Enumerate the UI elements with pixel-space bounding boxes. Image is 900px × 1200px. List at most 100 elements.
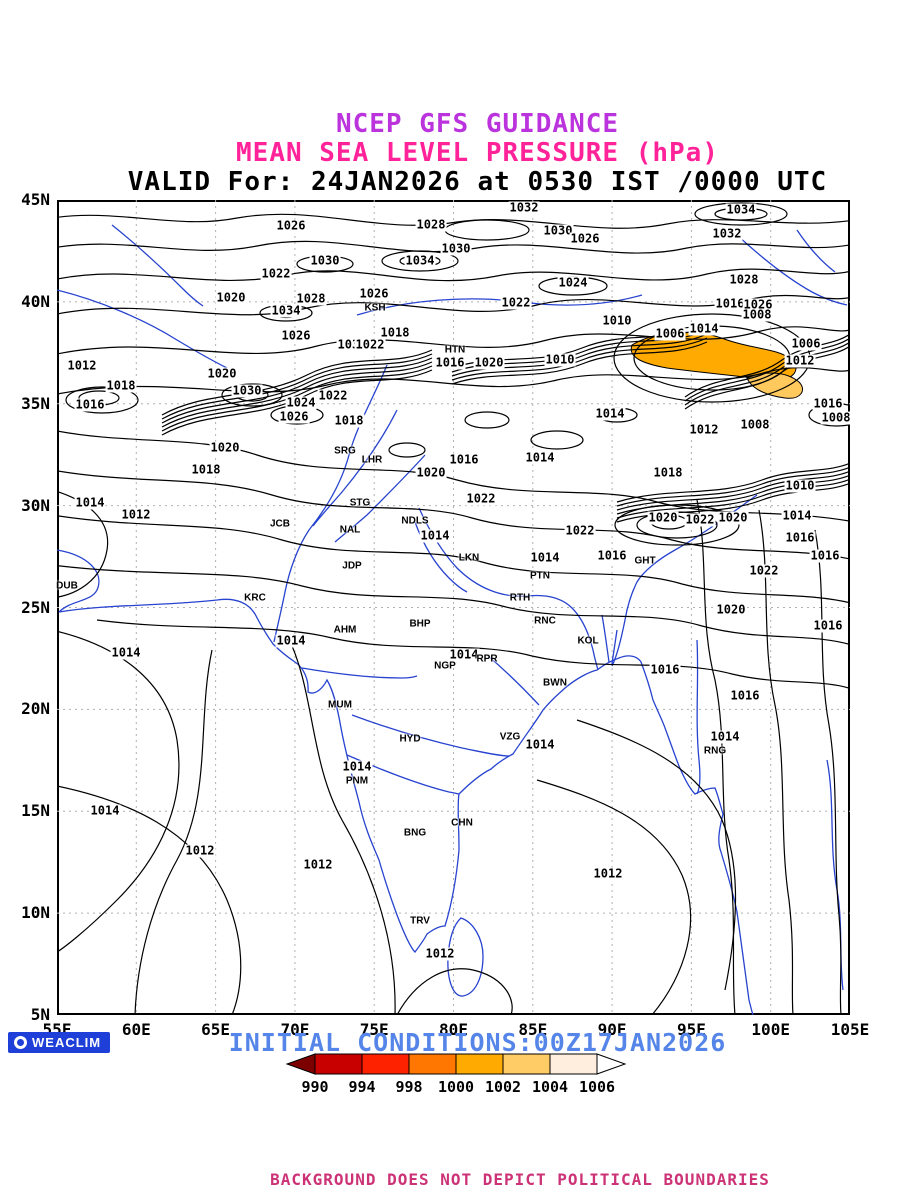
isobar [388, 442, 426, 458]
lat-label: 10N [21, 903, 50, 923]
contour-label: 1016 [596, 548, 628, 563]
contour-label: 1012 [424, 946, 456, 961]
colorbar-value: 994 [348, 1078, 375, 1096]
contour-label: 1020 [473, 355, 505, 370]
station-label: SRG [334, 445, 356, 457]
isobar [57, 430, 850, 522]
lat-label: 40N [21, 291, 50, 311]
colorbar-left-arrow [285, 1053, 316, 1075]
colorbar-segment [502, 1053, 551, 1075]
contour-label: 1012 [66, 358, 98, 373]
contour-label: 1014 [448, 647, 480, 662]
lat-label: 20N [21, 699, 50, 719]
isobar [57, 630, 180, 953]
contour-label: 1018 [379, 325, 411, 340]
sri-lanka-coast [447, 917, 484, 997]
contour-label: 1034 [725, 202, 757, 217]
isobar [614, 504, 740, 546]
contour-label: 1014 [594, 406, 626, 421]
weaclim-icon [14, 1036, 27, 1049]
lon-label: 70E [280, 1020, 310, 1039]
contour-label: 1014 [341, 759, 373, 774]
contour-label: 1026 [278, 409, 310, 424]
isobar [96, 619, 850, 690]
colorbar-segment [361, 1053, 410, 1075]
contour-labels-overlay: 1026 1028 1032 1030 1034 1030 1022 1034 1030 1026… [57, 200, 852, 1015]
station-label: RNG [703, 745, 727, 757]
contour-label: 1010 [601, 313, 633, 328]
station-labels-overlay: KSH HTN SRG LHR STG JCB NAL NDLS JDP LKN PTN GHT DUB… [56, 200, 850, 1015]
contour-label: 1014 [110, 645, 142, 660]
isobar [57, 470, 850, 560]
contour-label: 1010 [784, 478, 816, 493]
colorbar-value: 998 [395, 1078, 422, 1096]
isobar [57, 268, 850, 282]
contour-label: 1028 [415, 217, 447, 232]
station-label: RPR [476, 653, 498, 665]
lon-label: 60E [121, 1020, 151, 1039]
isobar [536, 779, 692, 1015]
contour-label: 1030 [542, 223, 574, 238]
station-label: DUB [56, 580, 78, 592]
station-label: AHM [333, 624, 357, 636]
colorbar-right-arrow [596, 1053, 627, 1075]
contour-label: 1010 [544, 352, 576, 367]
contour-label: 1016 [784, 530, 816, 545]
station-label: JDP [342, 560, 362, 572]
contour-label: 1026 [280, 328, 312, 343]
isobar [65, 386, 139, 414]
disclaimer-text: BACKGROUND DOES NOT DEPICT POLITICAL BOU… [270, 1170, 770, 1189]
colorbar: 990 994 998 1000 1002 1004 1006 [285, 1052, 645, 1100]
station-label: NAL [339, 524, 361, 536]
contour-label: 1014 [524, 450, 556, 465]
pressure-map: 1026 1028 1032 1030 1034 1030 1022 1034 1030 1026… [56, 200, 852, 1015]
isobar [381, 250, 459, 272]
contour-label: 1014 [529, 550, 561, 565]
isobar [396, 968, 513, 1015]
contour-label: 1034 [270, 303, 302, 318]
contour-label: 1020 [715, 602, 747, 617]
contour-label: 1012 [120, 507, 152, 522]
contour-label: 1008 [741, 307, 773, 322]
isobar [57, 213, 850, 229]
isobar [57, 515, 850, 604]
isobar [57, 294, 850, 316]
lon-label: 100E [751, 1020, 790, 1039]
contour-label: 1016 [812, 618, 844, 633]
contour-label: 1016 [729, 688, 761, 703]
coastline [57, 549, 754, 1015]
contour-label: 1018 [652, 465, 684, 480]
colorbar-value: 1004 [532, 1078, 568, 1096]
colorbar-segment [549, 1053, 598, 1075]
isobar [530, 430, 584, 450]
station-label: BNG [403, 827, 427, 839]
contour-label: 1020 [647, 510, 679, 525]
station-label: CHN [451, 817, 473, 829]
station-label: VZG [499, 731, 521, 743]
initial-conditions-text: INITIAL CONDITIONS:00Z17JAN2026 [228, 1028, 727, 1057]
contour-label: 1012 [592, 866, 624, 881]
station-label: NGP [434, 660, 456, 672]
contour-label: 1016 [812, 396, 844, 411]
contour-label: 1028 [295, 291, 327, 306]
contour-label: 1026 [569, 231, 601, 246]
colorbar-value: 990 [301, 1078, 328, 1096]
isobar [221, 383, 283, 407]
station-label: RTH [509, 592, 531, 604]
weaclim-logo: WEACLIM [8, 1032, 111, 1053]
contour-label: 1032 [508, 200, 540, 215]
station-label: BWN [543, 677, 567, 689]
contour-label: 1020 [215, 290, 247, 305]
colorbar-canvas: 990 994 998 1000 1002 1004 1006 [285, 1053, 627, 1096]
isobar [286, 634, 396, 1015]
colorbar-value: 1006 [579, 1078, 615, 1096]
station-label: STG [349, 497, 371, 509]
contour-label: 1026 [358, 286, 390, 301]
isobar [464, 411, 510, 429]
contour-label: 1012 [784, 353, 816, 368]
lon-label: 85E [518, 1020, 548, 1039]
weaclim-logo-text: WEACLIM [32, 1035, 102, 1050]
station-label: RNC [534, 615, 556, 627]
contour-label: 1022 [564, 523, 596, 538]
